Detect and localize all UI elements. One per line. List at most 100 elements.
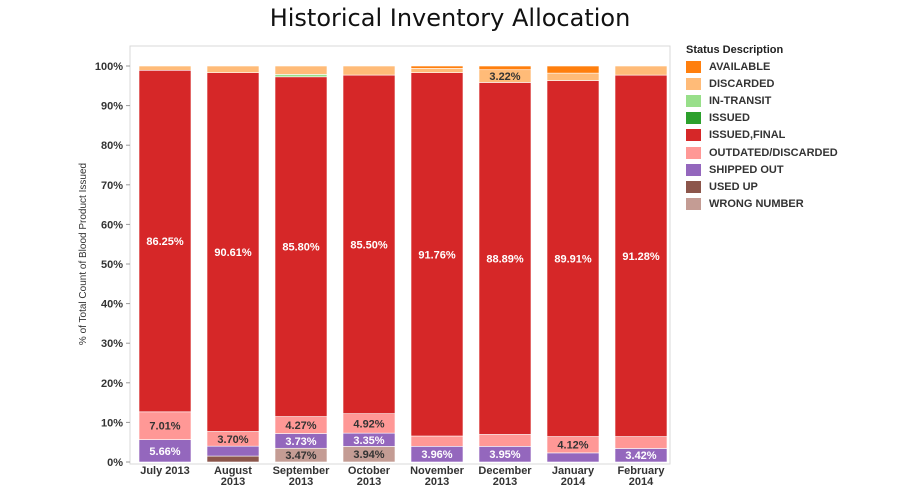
legend-item: ISSUED xyxy=(686,110,838,127)
bar-segment-outdated-discarded xyxy=(478,434,532,447)
bar-segment-issued-final xyxy=(478,82,532,435)
data-label: 91.28% xyxy=(622,251,660,263)
legend-item: SHIPPED OUT xyxy=(686,161,838,178)
legend-item: OUTDATED/DISCARDED xyxy=(686,144,838,161)
bar-segment-discarded xyxy=(410,67,464,73)
y-tick-label: 50% xyxy=(101,259,123,271)
legend-swatch xyxy=(686,180,701,193)
data-label: 89.91% xyxy=(554,254,592,266)
legend-title: Status Description xyxy=(686,44,784,56)
bar-segment-in-transit xyxy=(274,74,328,78)
legend-swatch xyxy=(686,94,701,107)
bar-segment-issued-final xyxy=(206,72,260,432)
data-label: 3.22% xyxy=(489,71,520,83)
legend-item: USED UP xyxy=(686,178,838,195)
bar-segment-discarded xyxy=(546,72,600,81)
data-label: 3.94% xyxy=(353,449,384,461)
bar-segment-discarded xyxy=(138,65,192,71)
data-label: 86.25% xyxy=(146,236,184,248)
bar-segment-shipped-out xyxy=(546,452,600,463)
bar-segment-discarded xyxy=(274,65,328,75)
data-label: 85.50% xyxy=(350,239,388,251)
y-tick-label: 10% xyxy=(101,417,123,429)
legend-label: IN-TRANSIT xyxy=(709,94,772,107)
y-tick-label: 60% xyxy=(101,219,123,231)
x-tick-label: August 2013 xyxy=(214,465,252,488)
legend-label: WRONG NUMBER xyxy=(709,198,804,211)
bar-segment-issued-final xyxy=(138,69,192,413)
legend-swatch xyxy=(686,163,701,176)
data-label: 3.70% xyxy=(217,434,248,446)
y-axis-title: % of Total Count of Blood Product Issued xyxy=(78,163,89,345)
y-tick-label: 100% xyxy=(95,61,123,73)
bar-segment-discarded xyxy=(206,65,260,73)
data-label: 85.80% xyxy=(282,242,320,254)
bar-segment-available xyxy=(410,65,464,69)
bar-segment-issued-final xyxy=(614,74,668,437)
data-label: 91.76% xyxy=(418,249,456,261)
legend-swatch xyxy=(686,146,701,159)
legend-label: ISSUED xyxy=(709,112,750,125)
data-label: 88.89% xyxy=(486,253,524,265)
legend: Status Description AVAILABLE DISCARDED IN-… xyxy=(686,44,838,213)
bar-segment-issued-final xyxy=(546,80,600,437)
legend-label: USED UP xyxy=(709,180,758,193)
legend-swatch xyxy=(686,198,701,211)
x-axis: July 2013 August 2013 September 2013 October 2… xyxy=(140,465,665,488)
y-axis: 0% 10% 20% 30% 40% 50% 60% 70% 80% 90% 100% xyxy=(95,61,130,469)
x-tick-label: February 2014 xyxy=(617,465,665,488)
y-tick-label: 30% xyxy=(101,338,123,350)
data-label: 5.66% xyxy=(149,446,180,458)
y-tick-label: 0% xyxy=(107,457,123,469)
bar-segment-issued-final xyxy=(274,76,328,417)
y-tick-label: 70% xyxy=(101,180,123,192)
bar-segment-issued-final xyxy=(410,72,464,437)
legend-swatch xyxy=(686,112,701,125)
legend-label: ISSUED,FINAL xyxy=(709,129,786,142)
x-tick-label: July 2013 xyxy=(140,465,190,477)
data-label: 90.61% xyxy=(214,247,252,259)
bar-segment-discarded xyxy=(342,65,396,76)
data-label: 3.96% xyxy=(421,449,452,461)
legend-label: OUTDATED/DISCARDED xyxy=(709,146,838,159)
legend-item: ISSUED,FINAL xyxy=(686,127,838,144)
data-label: 4.12% xyxy=(557,440,588,452)
bar-segment-used-up xyxy=(206,455,260,463)
y-tick-label: 20% xyxy=(101,378,123,390)
data-label: 7.01% xyxy=(149,421,180,433)
plot-area-frame xyxy=(129,45,671,465)
x-tick-label: October 2013 xyxy=(348,465,391,488)
legend-label: AVAILABLE xyxy=(709,60,771,73)
x-tick-label: January 2014 xyxy=(552,465,595,488)
data-labels: 5.66% 7.01% 86.25% 3.70% 90.61% 3.47% 3.73% 4.2… xyxy=(146,71,660,462)
bars xyxy=(138,65,668,463)
data-label: 3.73% xyxy=(285,436,316,448)
bar-segment-available xyxy=(478,65,532,71)
bar-segment-outdated-discarded xyxy=(410,435,464,447)
bar-segment-issued-final xyxy=(342,74,396,414)
data-label: 4.27% xyxy=(285,420,316,432)
bar-segment-outdated-discarded xyxy=(614,436,668,449)
bar-segment-available xyxy=(546,65,600,74)
legend-swatch xyxy=(686,77,701,90)
data-label: 3.35% xyxy=(353,435,384,447)
x-tick-label: September 2013 xyxy=(273,465,331,488)
legend-swatch xyxy=(686,129,701,142)
legend-item: IN-TRANSIT xyxy=(686,92,838,109)
chart-title: Historical Inventory Allocation xyxy=(269,4,631,32)
data-label: 3.42% xyxy=(625,450,656,462)
data-label: 3.47% xyxy=(285,450,316,462)
x-tick-label: November 2013 xyxy=(410,465,465,488)
legend-label: DISCARDED xyxy=(709,77,775,90)
y-tick-label: 80% xyxy=(101,140,123,152)
legend-swatch xyxy=(686,60,701,73)
legend-item: WRONG NUMBER xyxy=(686,196,838,213)
data-label: 4.92% xyxy=(353,418,384,430)
y-tick-label: 90% xyxy=(101,101,123,113)
x-tick-label: December 2013 xyxy=(478,465,532,488)
data-label: 3.95% xyxy=(489,449,520,461)
legend-item: AVAILABLE xyxy=(686,58,838,75)
y-tick-label: 40% xyxy=(101,299,123,311)
legend-item: DISCARDED xyxy=(686,75,838,92)
